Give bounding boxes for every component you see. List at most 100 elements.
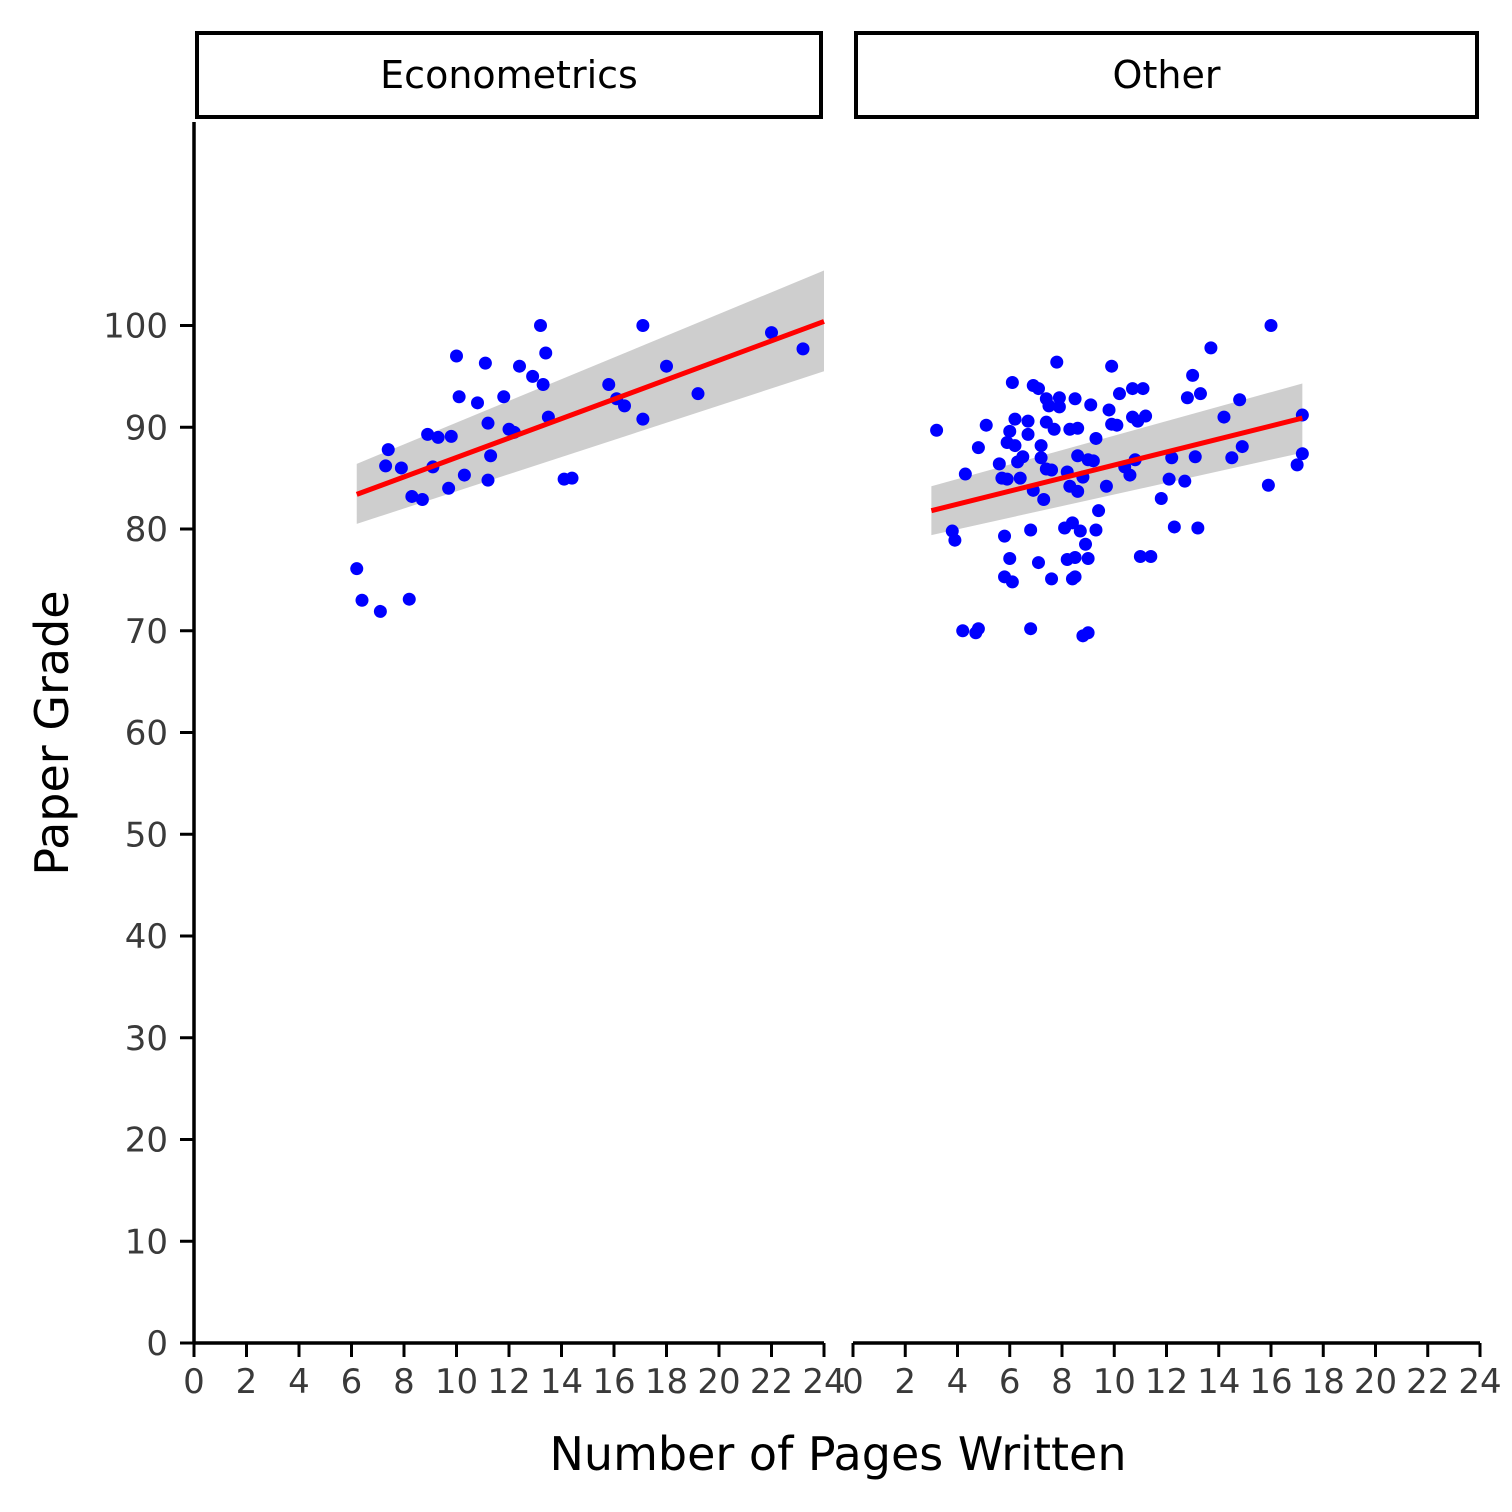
regression-line bbox=[930, 415, 1303, 514]
data-point bbox=[1099, 479, 1113, 493]
x-tick-label: 0 bbox=[842, 1362, 864, 1402]
data-point bbox=[602, 378, 616, 392]
data-point bbox=[1052, 391, 1066, 405]
x-tick-label: 12 bbox=[1145, 1362, 1188, 1402]
data-point bbox=[1162, 472, 1176, 486]
data-point bbox=[1031, 556, 1045, 570]
data-point bbox=[1235, 440, 1249, 454]
y-tick-label: 100 bbox=[103, 307, 168, 347]
y-axis: 0 10 20 30 40 50 60 70 80 90 100 bbox=[103, 122, 196, 1364]
x-tick-label: 14 bbox=[540, 1362, 583, 1402]
y-tick-label: 80 bbox=[125, 510, 168, 550]
data-point bbox=[1034, 439, 1048, 453]
facet-strip-label: Other bbox=[1113, 53, 1221, 97]
data-point bbox=[497, 390, 511, 404]
data-point bbox=[1008, 439, 1022, 453]
data-point bbox=[1144, 549, 1158, 563]
data-point bbox=[1186, 368, 1200, 382]
x-tick-label: 22 bbox=[750, 1362, 793, 1402]
data-point bbox=[534, 319, 547, 332]
x-tick-label: 4 bbox=[947, 1362, 969, 1402]
y-tick-label: 60 bbox=[125, 714, 168, 754]
x-axis-title: Number of Pages Written bbox=[550, 1427, 1127, 1481]
data-point bbox=[1081, 552, 1095, 566]
data-point bbox=[526, 369, 540, 383]
y-tick-label: 40 bbox=[125, 917, 168, 957]
data-point bbox=[636, 319, 650, 332]
data-point bbox=[958, 467, 972, 481]
data-point bbox=[1110, 418, 1124, 432]
data-point bbox=[421, 427, 435, 441]
data-point bbox=[1003, 552, 1017, 566]
data-point bbox=[457, 468, 471, 482]
data-point bbox=[379, 459, 393, 473]
data-point bbox=[415, 492, 429, 506]
x-tick-label: 6 bbox=[999, 1362, 1021, 1402]
data-point bbox=[992, 457, 1006, 471]
data-point bbox=[1047, 422, 1061, 436]
data-point bbox=[636, 412, 650, 426]
data-point bbox=[796, 342, 810, 356]
y-tick-label: 10 bbox=[125, 1222, 168, 1262]
facet-strip bbox=[195, 31, 823, 119]
data-point bbox=[1112, 387, 1126, 401]
data-point bbox=[1086, 454, 1100, 468]
data-point bbox=[484, 449, 498, 463]
data-point bbox=[1178, 474, 1192, 488]
data-point bbox=[539, 346, 553, 360]
y-tick-label: 20 bbox=[125, 1121, 168, 1161]
data-point bbox=[452, 390, 466, 404]
data-point bbox=[1217, 410, 1231, 424]
data-point bbox=[1068, 550, 1082, 564]
data-point bbox=[1037, 492, 1051, 506]
data-point bbox=[1024, 622, 1038, 636]
data-point bbox=[971, 622, 985, 636]
data-point bbox=[1264, 319, 1278, 332]
data-point bbox=[765, 326, 778, 340]
data-point bbox=[1073, 524, 1087, 538]
x-tick-label: 18 bbox=[645, 1362, 688, 1402]
data-point bbox=[979, 418, 993, 432]
data-point bbox=[431, 430, 445, 444]
data-point bbox=[1136, 382, 1150, 396]
data-point bbox=[405, 489, 419, 503]
x-tick-label: 8 bbox=[393, 1362, 415, 1402]
data-point bbox=[1031, 382, 1045, 396]
x-tick-label: 6 bbox=[341, 1362, 363, 1402]
data-point bbox=[1003, 424, 1017, 438]
data-point bbox=[1191, 521, 1205, 535]
data-point bbox=[1045, 463, 1059, 477]
data-point bbox=[956, 624, 970, 638]
data-point bbox=[481, 473, 495, 487]
y-tick-label: 0 bbox=[146, 1324, 168, 1364]
data-point bbox=[444, 429, 458, 443]
x-tick-label: 14 bbox=[1197, 1362, 1240, 1402]
data-point bbox=[1052, 400, 1066, 414]
data-point bbox=[1089, 523, 1103, 537]
data-point bbox=[1139, 409, 1153, 423]
x-tick-label: 20 bbox=[697, 1362, 740, 1402]
data-point bbox=[481, 416, 495, 430]
x-tick-label: 2 bbox=[236, 1362, 258, 1402]
x-tick-label: 2 bbox=[894, 1362, 916, 1402]
facet-strip-label: Econometrics bbox=[380, 53, 638, 97]
data-point bbox=[1016, 450, 1030, 464]
data-point bbox=[1084, 398, 1098, 412]
data-point bbox=[1079, 537, 1093, 551]
regression-line bbox=[355, 319, 825, 497]
data-point bbox=[1295, 447, 1309, 461]
data-point bbox=[394, 461, 408, 475]
x-tick-label: 24 bbox=[802, 1362, 845, 1402]
data-point bbox=[660, 359, 673, 373]
data-point bbox=[948, 533, 962, 547]
y-axis-title: Paper Grade bbox=[25, 590, 79, 875]
data-point bbox=[1167, 520, 1181, 534]
x-tick-label: 8 bbox=[1051, 1362, 1073, 1402]
data-point bbox=[1204, 341, 1218, 355]
data-point bbox=[350, 562, 364, 576]
data-point bbox=[442, 481, 456, 495]
data-point bbox=[373, 604, 387, 618]
